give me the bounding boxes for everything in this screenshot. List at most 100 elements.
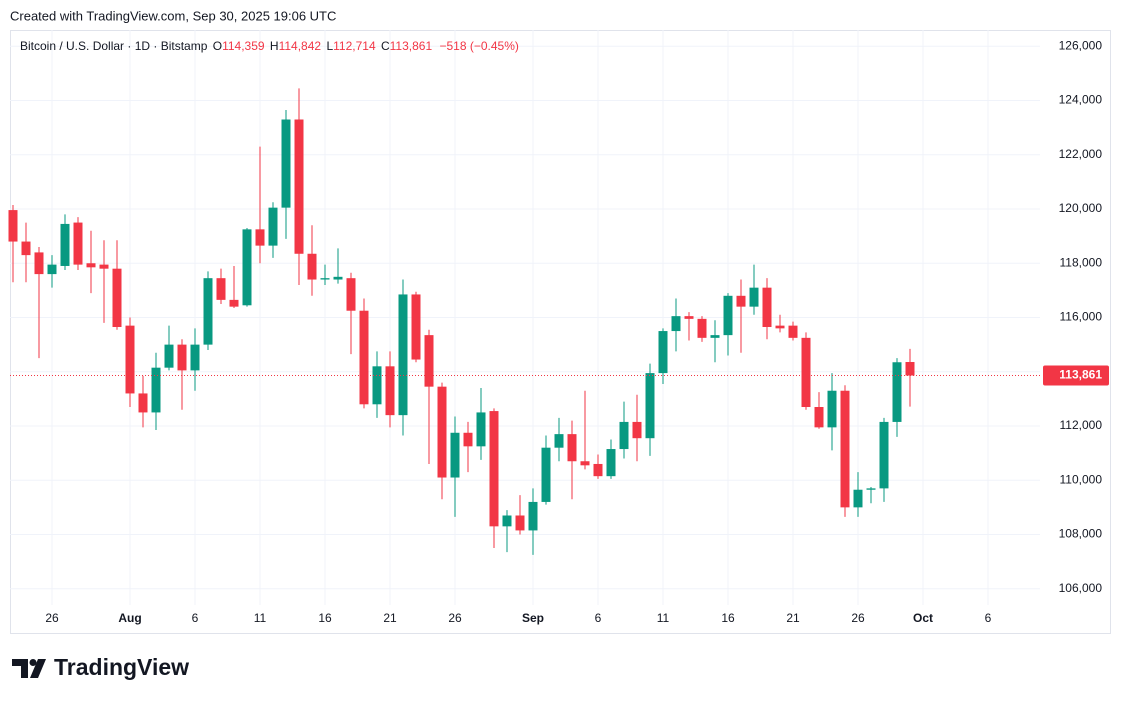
x-tick-label: 26 xyxy=(851,611,865,625)
last-price-tag xyxy=(1043,365,1109,386)
candle-body xyxy=(372,366,382,405)
candle-body xyxy=(801,337,811,408)
x-tick-label: Sep xyxy=(522,611,544,625)
candle-body xyxy=(905,362,915,376)
candle-body xyxy=(749,287,759,307)
candle-body xyxy=(658,331,668,374)
candle-body xyxy=(73,222,83,265)
candle-body xyxy=(333,276,343,280)
x-tick-label: Oct xyxy=(913,611,933,625)
close-label: C xyxy=(381,39,390,53)
candle-body xyxy=(138,393,148,413)
y-tick-label: 116,000 xyxy=(1060,310,1103,324)
candle-body xyxy=(684,316,694,319)
candle-body xyxy=(528,501,538,531)
candle-body xyxy=(21,241,31,256)
y-tick-label: 126,000 xyxy=(1059,38,1103,52)
candle-body xyxy=(346,278,356,311)
header: Bitcoin / U.S. Dollar · 1D · Bitstamp O1… xyxy=(20,39,519,53)
y-tick-label: 110,000 xyxy=(1060,472,1103,486)
y-tick-label: 120,000 xyxy=(1059,201,1103,215)
close: 113,861 xyxy=(390,39,433,53)
candle-body xyxy=(99,264,109,269)
candle-body xyxy=(697,318,707,338)
candle-body xyxy=(632,421,642,439)
candle-body xyxy=(580,461,590,466)
candle-body xyxy=(47,264,57,275)
candle-body xyxy=(203,278,213,345)
y-tick-label: 106,000 xyxy=(1059,581,1103,595)
candle-body xyxy=(554,434,564,448)
candle-body xyxy=(307,253,317,280)
symbol: Bitcoin / U.S. Dollar · 1D · Bitstamp xyxy=(20,39,208,53)
candle-body xyxy=(151,367,161,413)
x-tick-label: 21 xyxy=(383,611,397,625)
candle-body xyxy=(164,344,174,368)
candle-body xyxy=(645,373,655,439)
candle-body xyxy=(710,335,720,338)
candle-body xyxy=(736,295,746,307)
x-tick-label: 11 xyxy=(254,611,267,625)
last-price-label: 113,861 xyxy=(1059,368,1102,382)
candle-body xyxy=(359,310,369,405)
candle-body xyxy=(593,463,603,477)
candle-body xyxy=(255,229,265,246)
candle-body xyxy=(34,252,44,275)
high-label: H xyxy=(270,39,279,53)
candle-body xyxy=(827,390,837,428)
x-tick-label: 6 xyxy=(192,611,199,625)
credit: Created with TradingView.com, Sep 30, 20… xyxy=(10,8,336,23)
candle-body xyxy=(229,299,239,307)
open-label: O xyxy=(213,39,222,53)
x-tick-label: 16 xyxy=(318,611,332,625)
candle-body xyxy=(268,207,278,246)
candle-body xyxy=(60,223,70,266)
candle-body xyxy=(411,294,421,360)
candle-body xyxy=(177,344,187,371)
candle-body xyxy=(879,421,889,489)
low-label: L xyxy=(326,39,333,53)
candle-body xyxy=(775,325,785,329)
low: 112,714 xyxy=(333,39,376,53)
candle-body xyxy=(762,287,772,327)
y-tick-label: 118,000 xyxy=(1060,255,1103,269)
candle-body xyxy=(853,489,863,508)
chart-frame xyxy=(10,30,1111,634)
candle-body xyxy=(567,434,577,462)
x-tick-label: 26 xyxy=(45,611,59,625)
high: 114,842 xyxy=(279,39,322,53)
candle-body xyxy=(320,278,330,280)
x-tick-label: Aug xyxy=(118,611,141,625)
candle-body xyxy=(619,421,629,450)
candle-body xyxy=(606,449,616,477)
candle-body xyxy=(866,488,876,490)
candle-body xyxy=(515,515,525,531)
x-tick-label: 16 xyxy=(721,611,735,625)
candle-body xyxy=(476,412,486,447)
x-tick-label: 26 xyxy=(448,611,462,625)
candle-body xyxy=(398,294,408,416)
candle-body xyxy=(424,335,434,387)
candle-body xyxy=(294,119,304,254)
x-tick-label: 6 xyxy=(595,611,602,625)
candle-body xyxy=(450,432,460,478)
y-tick-label: 108,000 xyxy=(1059,527,1103,541)
candle-body xyxy=(437,386,447,478)
candle-body xyxy=(86,263,96,268)
y-tick-label: 124,000 xyxy=(1059,93,1103,107)
candle-body xyxy=(892,362,902,422)
candle-body xyxy=(125,325,135,394)
open: 114,359 xyxy=(222,39,265,53)
candle-body xyxy=(541,447,551,502)
candle-body xyxy=(385,366,395,416)
change: −518 (−0.45%) xyxy=(439,39,518,53)
candle-body xyxy=(502,515,512,527)
candle-body xyxy=(242,229,252,306)
candle-body xyxy=(814,407,824,428)
candle-body xyxy=(281,119,291,208)
candle-body xyxy=(788,325,798,338)
y-tick-label: 112,000 xyxy=(1060,418,1103,432)
candle-body xyxy=(190,344,200,371)
x-tick-label: 6 xyxy=(985,611,992,625)
